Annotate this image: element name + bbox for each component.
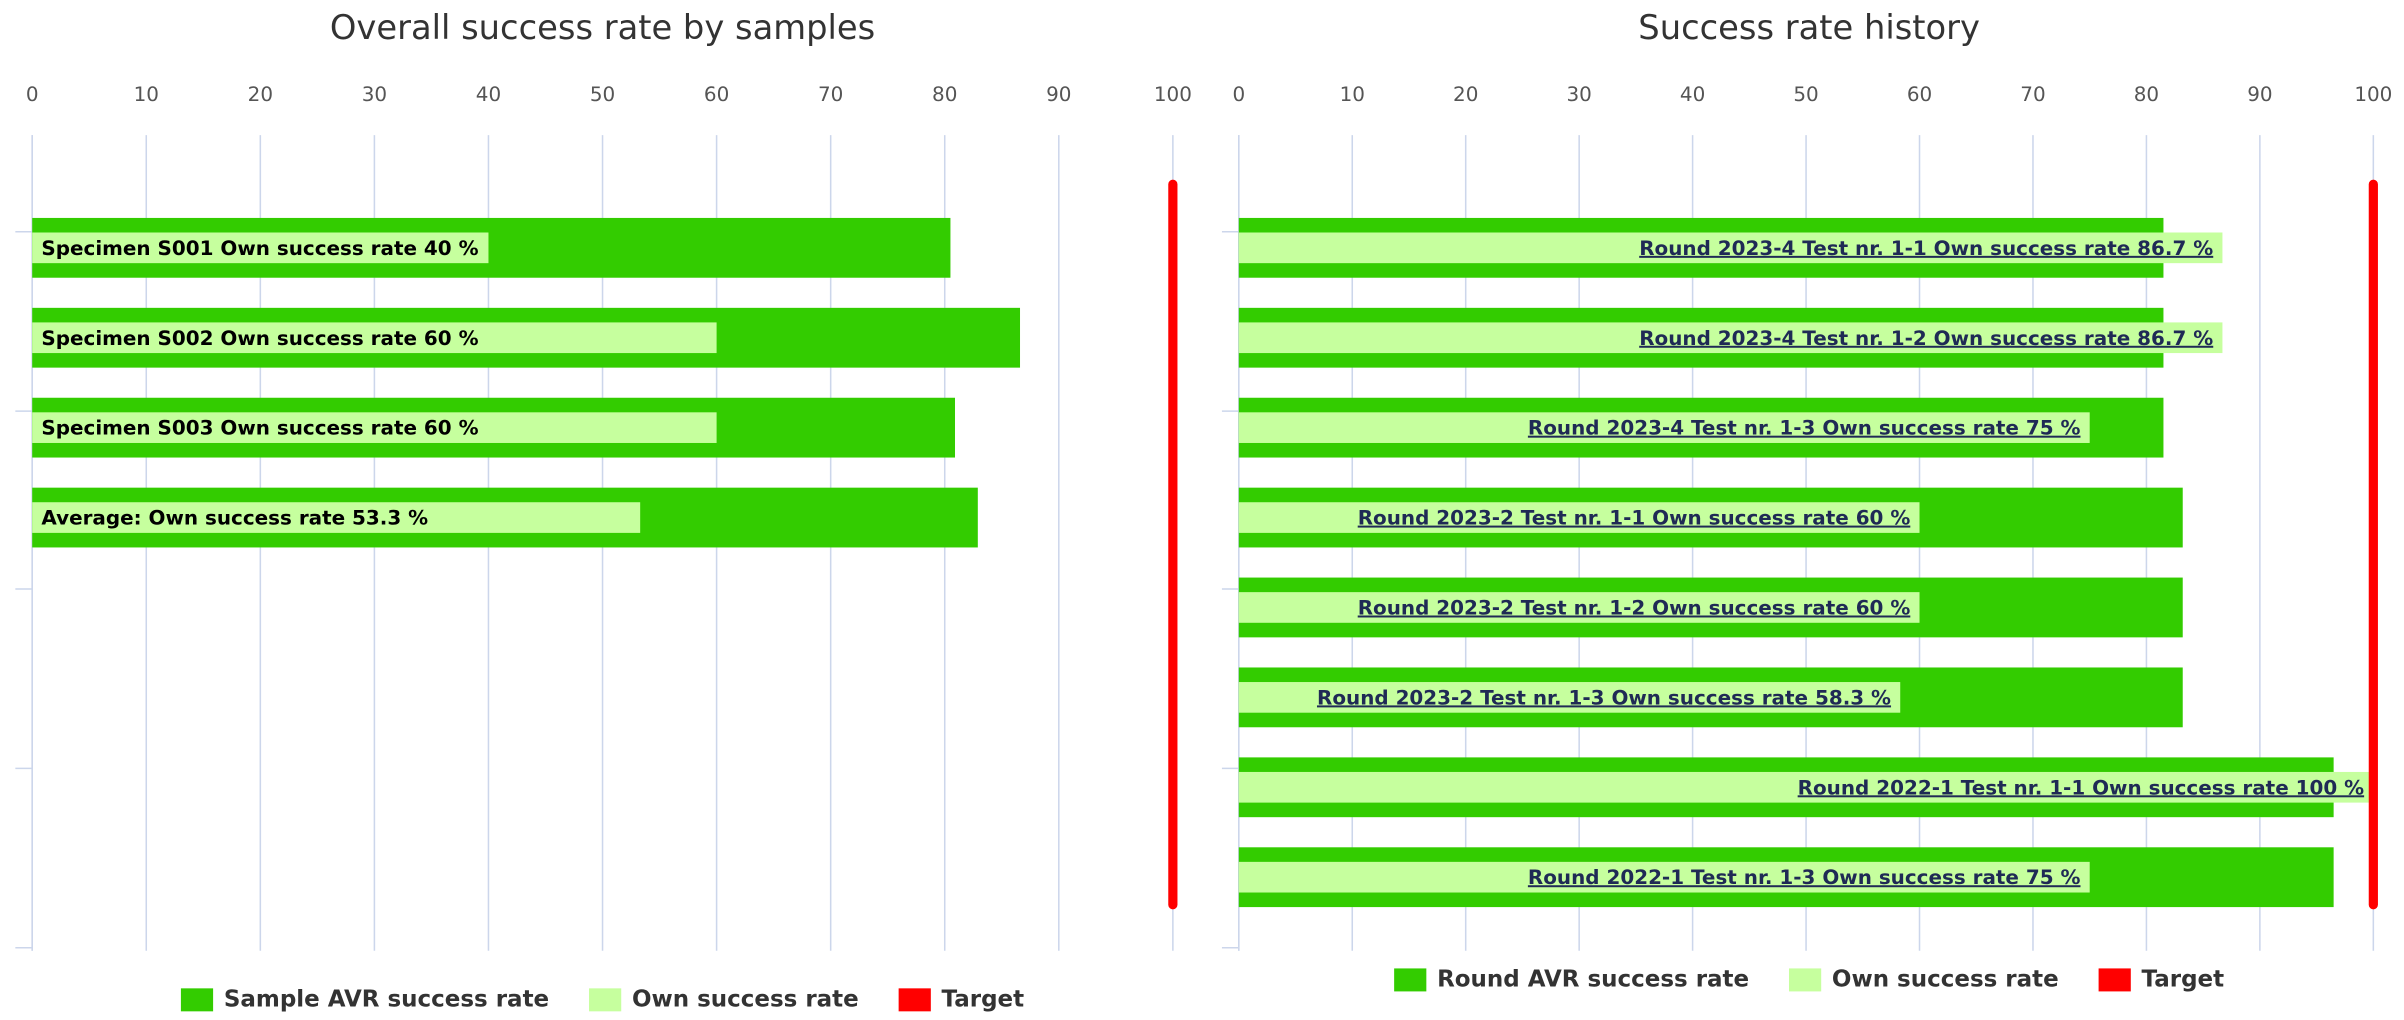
x-tick-label: 70 [2020,83,2045,106]
x-tick-label: 60 [704,83,729,106]
x-tick-label: 0 [1232,83,1245,106]
own-bar [1238,232,2223,264]
own-bar [32,412,717,443]
x-tick-label: 40 [476,83,501,106]
x-tick-label: 10 [134,83,159,106]
x-tick-label: 100 [1154,83,1192,106]
own-bar [1238,771,2374,803]
legend-swatch[interactable] [1788,968,1822,992]
x-tick-label: 40 [1680,83,1705,106]
legend-label[interactable]: Own success rate [1832,966,2059,992]
x-tick-label: 80 [932,83,957,106]
legend-swatch[interactable] [180,988,214,1012]
data-label[interactable]: Round 2022-1 Test nr. 1-3 Own success ra… [1528,866,2081,889]
chart-title: Success rate history [1638,8,1980,47]
data-label: Specimen S002 Own success rate 60 % [41,327,478,350]
legend-swatch[interactable] [589,988,622,1012]
x-tick-label: 30 [362,83,387,106]
data-label[interactable]: Round 2023-2 Test nr. 1-1 Own success ra… [1358,507,1911,530]
legend-label[interactable]: Target [942,986,1025,1012]
own-bar [1238,412,2090,443]
own-bar [32,232,489,264]
x-tick-label: 0 [26,83,39,106]
x-tick-label: 80 [2134,83,2159,106]
own-bar [1238,322,2223,354]
own-bar [32,322,717,354]
data-label: Specimen S001 Own success rate 40 % [41,237,478,260]
x-tick-label: 90 [1046,83,1071,106]
data-label[interactable]: Round 2023-2 Test nr. 1-3 Own success ra… [1317,686,1891,709]
y-axis-ticks [15,230,1239,949]
x-tick-label: 70 [818,83,843,106]
x-tick-label: 60 [1907,83,1932,106]
data-label: Specimen S003 Own success rate 60 % [41,417,478,440]
data-label: Average: Own success rate 53.3 % [41,507,428,530]
x-tick-label: 20 [1453,83,1478,106]
x-tick-label: 20 [248,83,273,106]
data-label[interactable]: Round 2023-4 Test nr. 1-1 Own success ra… [1639,237,2213,260]
legend-swatch[interactable] [2098,968,2131,992]
data-label[interactable]: Round 2023-2 Test nr. 1-2 Own success ra… [1358,596,1911,619]
x-tick-label: 30 [1566,83,1591,106]
legend-label[interactable]: Own success rate [632,986,859,1012]
legend-label[interactable]: Round AVR success rate [1437,966,1749,992]
legend-swatch[interactable] [898,988,931,1012]
own-bar [1238,592,1920,623]
legend-swatch[interactable] [1394,968,1427,992]
own-bar [1238,502,1920,533]
data-label[interactable]: Round 2023-4 Test nr. 1-3 Own success ra… [1528,417,2081,440]
x-tick-label: 90 [2247,83,2272,106]
legend-label[interactable]: Target [2142,966,2225,992]
x-tick-label: 100 [2354,83,2392,106]
own-bar [1238,861,2090,893]
data-label[interactable]: Round 2022-1 Test nr. 1-1 Own success ra… [1798,776,2365,799]
data-label[interactable]: Round 2023-4 Test nr. 1-2 Own success ra… [1639,327,2213,350]
own-bar [1238,682,1901,713]
x-tick-label: 10 [1340,83,1365,106]
own-bar [32,502,641,533]
x-tick-label: 50 [590,83,615,106]
legend-label[interactable]: Sample AVR success rate [224,986,549,1012]
chart-title: Overall success rate by samples [330,8,875,47]
x-tick-label: 50 [1793,83,1818,106]
